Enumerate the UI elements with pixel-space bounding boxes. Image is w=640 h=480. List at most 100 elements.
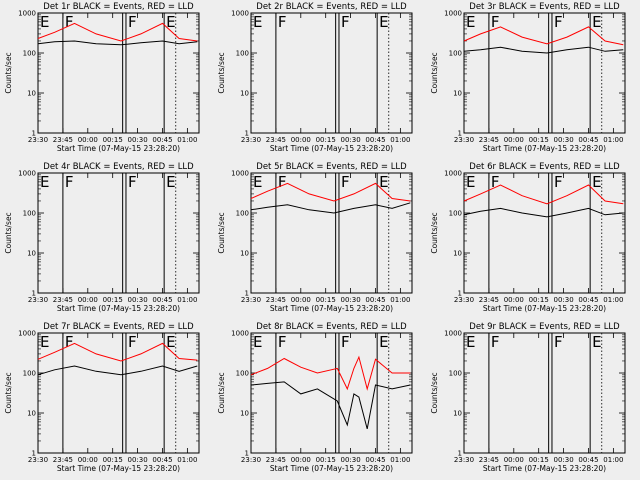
x-tick-label: 23:45 [479,456,499,464]
x-tick-label: 00:30 [553,136,573,144]
detector-panel: Det 3r BLACK = Events, RED = LLD 1 10 100 10… [426,0,639,160]
x-tick-label: 23:30 [241,296,261,304]
x-tick-label: 00:15 [529,456,549,464]
plot-frame [37,12,200,134]
event-label: E [40,173,49,191]
plot-frame [463,12,626,134]
y-tick-label: 1000 [231,170,249,178]
x-axis-label: Start Time (07-May-15 23:28:20) [483,464,606,473]
series-line-events [37,365,198,376]
x-tick-label: 00:00 [291,456,311,464]
x-tick-label: 23:45 [266,456,286,464]
event-label: E [592,13,601,31]
detector-panel: Det 7r BLACK = Events, RED = LLD 1 10 100 10… [0,320,213,480]
event-label: F [341,333,350,351]
x-tick-label: 00:15 [316,136,336,144]
plot-frame [463,332,626,454]
event-label: E [466,333,475,351]
y-tick-label: 10 [27,250,36,258]
x-tick-label: 00:00 [78,296,98,304]
x-tick-label: 00:30 [553,296,573,304]
y-tick-label: 1000 [231,330,249,338]
event-label: E [166,173,175,191]
chart-title: Det 8r BLACK = Events, RED = LLD [256,322,407,332]
event-label: F [554,333,563,351]
y-tick-label: 10 [27,410,36,418]
event-label: F [554,13,563,31]
y-tick-label: 1000 [444,10,462,18]
event-label: F [278,173,287,191]
x-tick-label: 23:30 [454,296,474,304]
chart-title: Det 6r BLACK = Events, RED = LLD [469,162,620,172]
x-tick-label: 00:45 [152,456,172,464]
detector-chart: Det 4r BLACK = Events, RED = LLD 1 10 100 10… [4,162,200,313]
event-label: E [166,333,175,351]
x-tick-label: 01:00 [603,296,623,304]
x-tick-label: 00:15 [103,456,123,464]
event-label: E [466,13,475,31]
event-label: F [278,333,287,351]
chart-title: Det 7r BLACK = Events, RED = LLD [43,322,194,332]
x-tick-label: 01:00 [603,136,623,144]
y-axis-label: Counts/sec [217,52,226,93]
x-tick-label: 00:30 [340,456,360,464]
x-tick-label: 00:00 [291,136,311,144]
detector-chart: Det 9r BLACK = Events, RED = LLD 1 10 100 10… [430,322,626,473]
chart-title: Det 5r BLACK = Events, RED = LLD [256,162,407,172]
x-tick-label: 23:30 [241,456,261,464]
chart-title: Det 4r BLACK = Events, RED = LLD [43,162,194,172]
event-label: E [466,173,475,191]
event-label: E [253,173,262,191]
x-tick-label: 23:45 [53,296,73,304]
y-tick-label: 100 [236,370,249,378]
x-tick-label: 00:00 [291,296,311,304]
x-tick-label: 23:30 [454,136,474,144]
x-tick-label: 00:45 [365,456,385,464]
x-tick-label: 23:45 [266,296,286,304]
x-tick-label: 00:15 [103,296,123,304]
y-axis-label: Counts/sec [430,52,439,93]
event-label: F [65,333,74,351]
x-axis-label: Start Time (07-May-15 23:28:20) [57,304,180,313]
plot-frame [250,332,413,454]
event-label: E [40,13,49,31]
x-tick-label: 00:15 [529,296,549,304]
event-label: F [128,173,137,191]
x-axis-label: Start Time (07-May-15 23:28:20) [270,464,393,473]
x-tick-label: 00:30 [340,136,360,144]
x-tick-label: 23:45 [53,136,73,144]
plot-frame [250,12,413,134]
detector-chart: Det 5r BLACK = Events, RED = LLD 1 10 100 10… [217,162,413,313]
x-tick-label: 01:00 [390,456,410,464]
x-axis-label: Start Time (07-May-15 23:28:20) [270,304,393,313]
series-line-lld [250,355,411,391]
x-tick-label: 01:00 [177,136,197,144]
event-label: E [379,333,388,351]
x-tick-label: 00:00 [504,456,524,464]
event-label: E [379,13,388,31]
y-tick-label: 10 [240,250,249,258]
x-tick-label: 23:45 [266,136,286,144]
series-line-events [37,40,198,46]
plot-frame [37,332,200,454]
plot-frame [250,172,413,294]
chart-title: Det 3r BLACK = Events, RED = LLD [469,2,620,12]
series-line-lld [37,22,198,42]
event-label: F [65,13,74,31]
y-axis-label: Counts/sec [4,52,13,93]
plot-frame [37,172,200,294]
y-axis-label: Counts/sec [217,372,226,413]
y-tick-label: 10 [240,90,249,98]
x-tick-label: 23:45 [53,456,73,464]
y-axis-label: Counts/sec [4,212,13,253]
series-line-events [463,46,624,54]
series-line-lld [37,342,198,362]
detector-panel: Det 2r BLACK = Events, RED = LLD 1 10 100 10… [213,0,426,160]
chart-title: Det 2r BLACK = Events, RED = LLD [256,2,407,12]
x-tick-label: 00:30 [127,456,147,464]
y-tick-label: 1 [245,130,249,138]
y-tick-label: 1 [458,290,462,298]
event-label: F [341,13,350,31]
event-label: E [40,333,49,351]
